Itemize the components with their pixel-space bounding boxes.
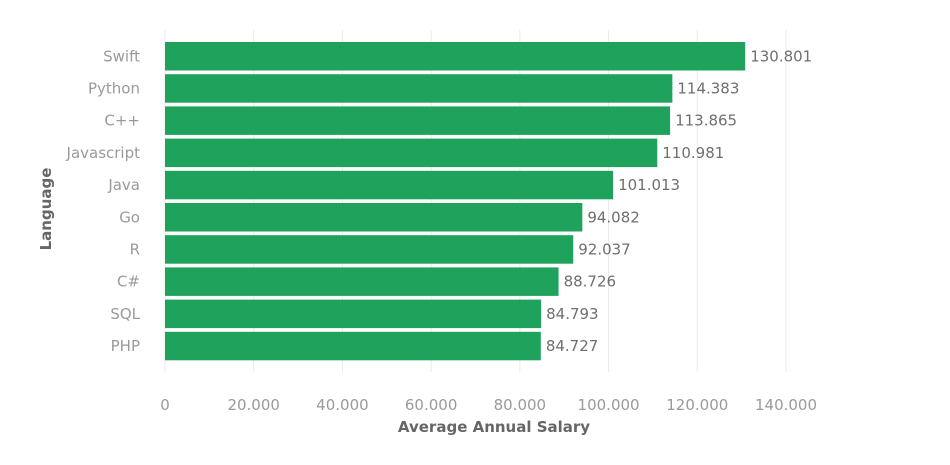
x-tick-label: 140.000 <box>755 396 817 414</box>
bar-value-label: 101.013 <box>618 176 680 194</box>
x-tick-label: 120.000 <box>666 396 728 414</box>
bar-value-label: 114.383 <box>677 79 739 97</box>
category-label: Javascript <box>66 144 141 162</box>
y-axis-title: Language <box>37 168 55 251</box>
x-tick-label: 0 <box>160 396 170 414</box>
bar-value-label: 84.793 <box>546 305 599 323</box>
bar-value-label: 92.037 <box>578 240 631 258</box>
category-label: PHP <box>111 337 140 355</box>
x-tick-label: 80.000 <box>494 396 547 414</box>
x-tick-label: 100.000 <box>578 396 640 414</box>
bar-java <box>165 170 614 200</box>
bar-value-label: 113.865 <box>675 112 737 130</box>
x-axis-title: Average Annual Salary <box>398 418 590 436</box>
category-label: Go <box>119 208 140 226</box>
category-label: Java <box>107 176 140 194</box>
bar-value-label: 110.981 <box>662 144 724 162</box>
category-label: R <box>130 240 140 258</box>
bars <box>165 42 746 361</box>
bar-value-label: 88.726 <box>564 273 617 291</box>
x-tick-label: 40.000 <box>316 396 369 414</box>
bar-value-label: 84.727 <box>546 337 599 355</box>
bar-go <box>165 203 583 232</box>
bar-javascript <box>165 138 658 168</box>
bar-value-label: 130.801 <box>750 47 812 65</box>
bar-value-label: 94.082 <box>587 208 640 226</box>
bar-php <box>165 331 541 361</box>
bar-c- <box>165 267 559 296</box>
category-label: Python <box>88 79 140 97</box>
category-label: SQL <box>110 305 140 323</box>
x-tick-label: 20.000 <box>227 396 280 414</box>
data-labels: 130.801 114.383 113.865 110.981 101.013 94.08… <box>546 47 812 355</box>
x-tick-labels: 0 20.000 40.000 60.000 80.000 100.000 120.000 1… <box>160 396 817 414</box>
category-label: Swift <box>103 47 140 65</box>
category-label: C# <box>117 273 140 291</box>
category-labels: Swift Python C++ Javascript Java Go R C# SQL PHP <box>66 47 141 355</box>
bar-c- <box>165 106 671 135</box>
bar-python <box>165 74 673 103</box>
bar-r <box>165 235 574 264</box>
x-tick-label: 60.000 <box>405 396 458 414</box>
bar-sql <box>165 299 542 329</box>
bar-swift <box>165 42 746 71</box>
category-label: C++ <box>104 112 140 130</box>
